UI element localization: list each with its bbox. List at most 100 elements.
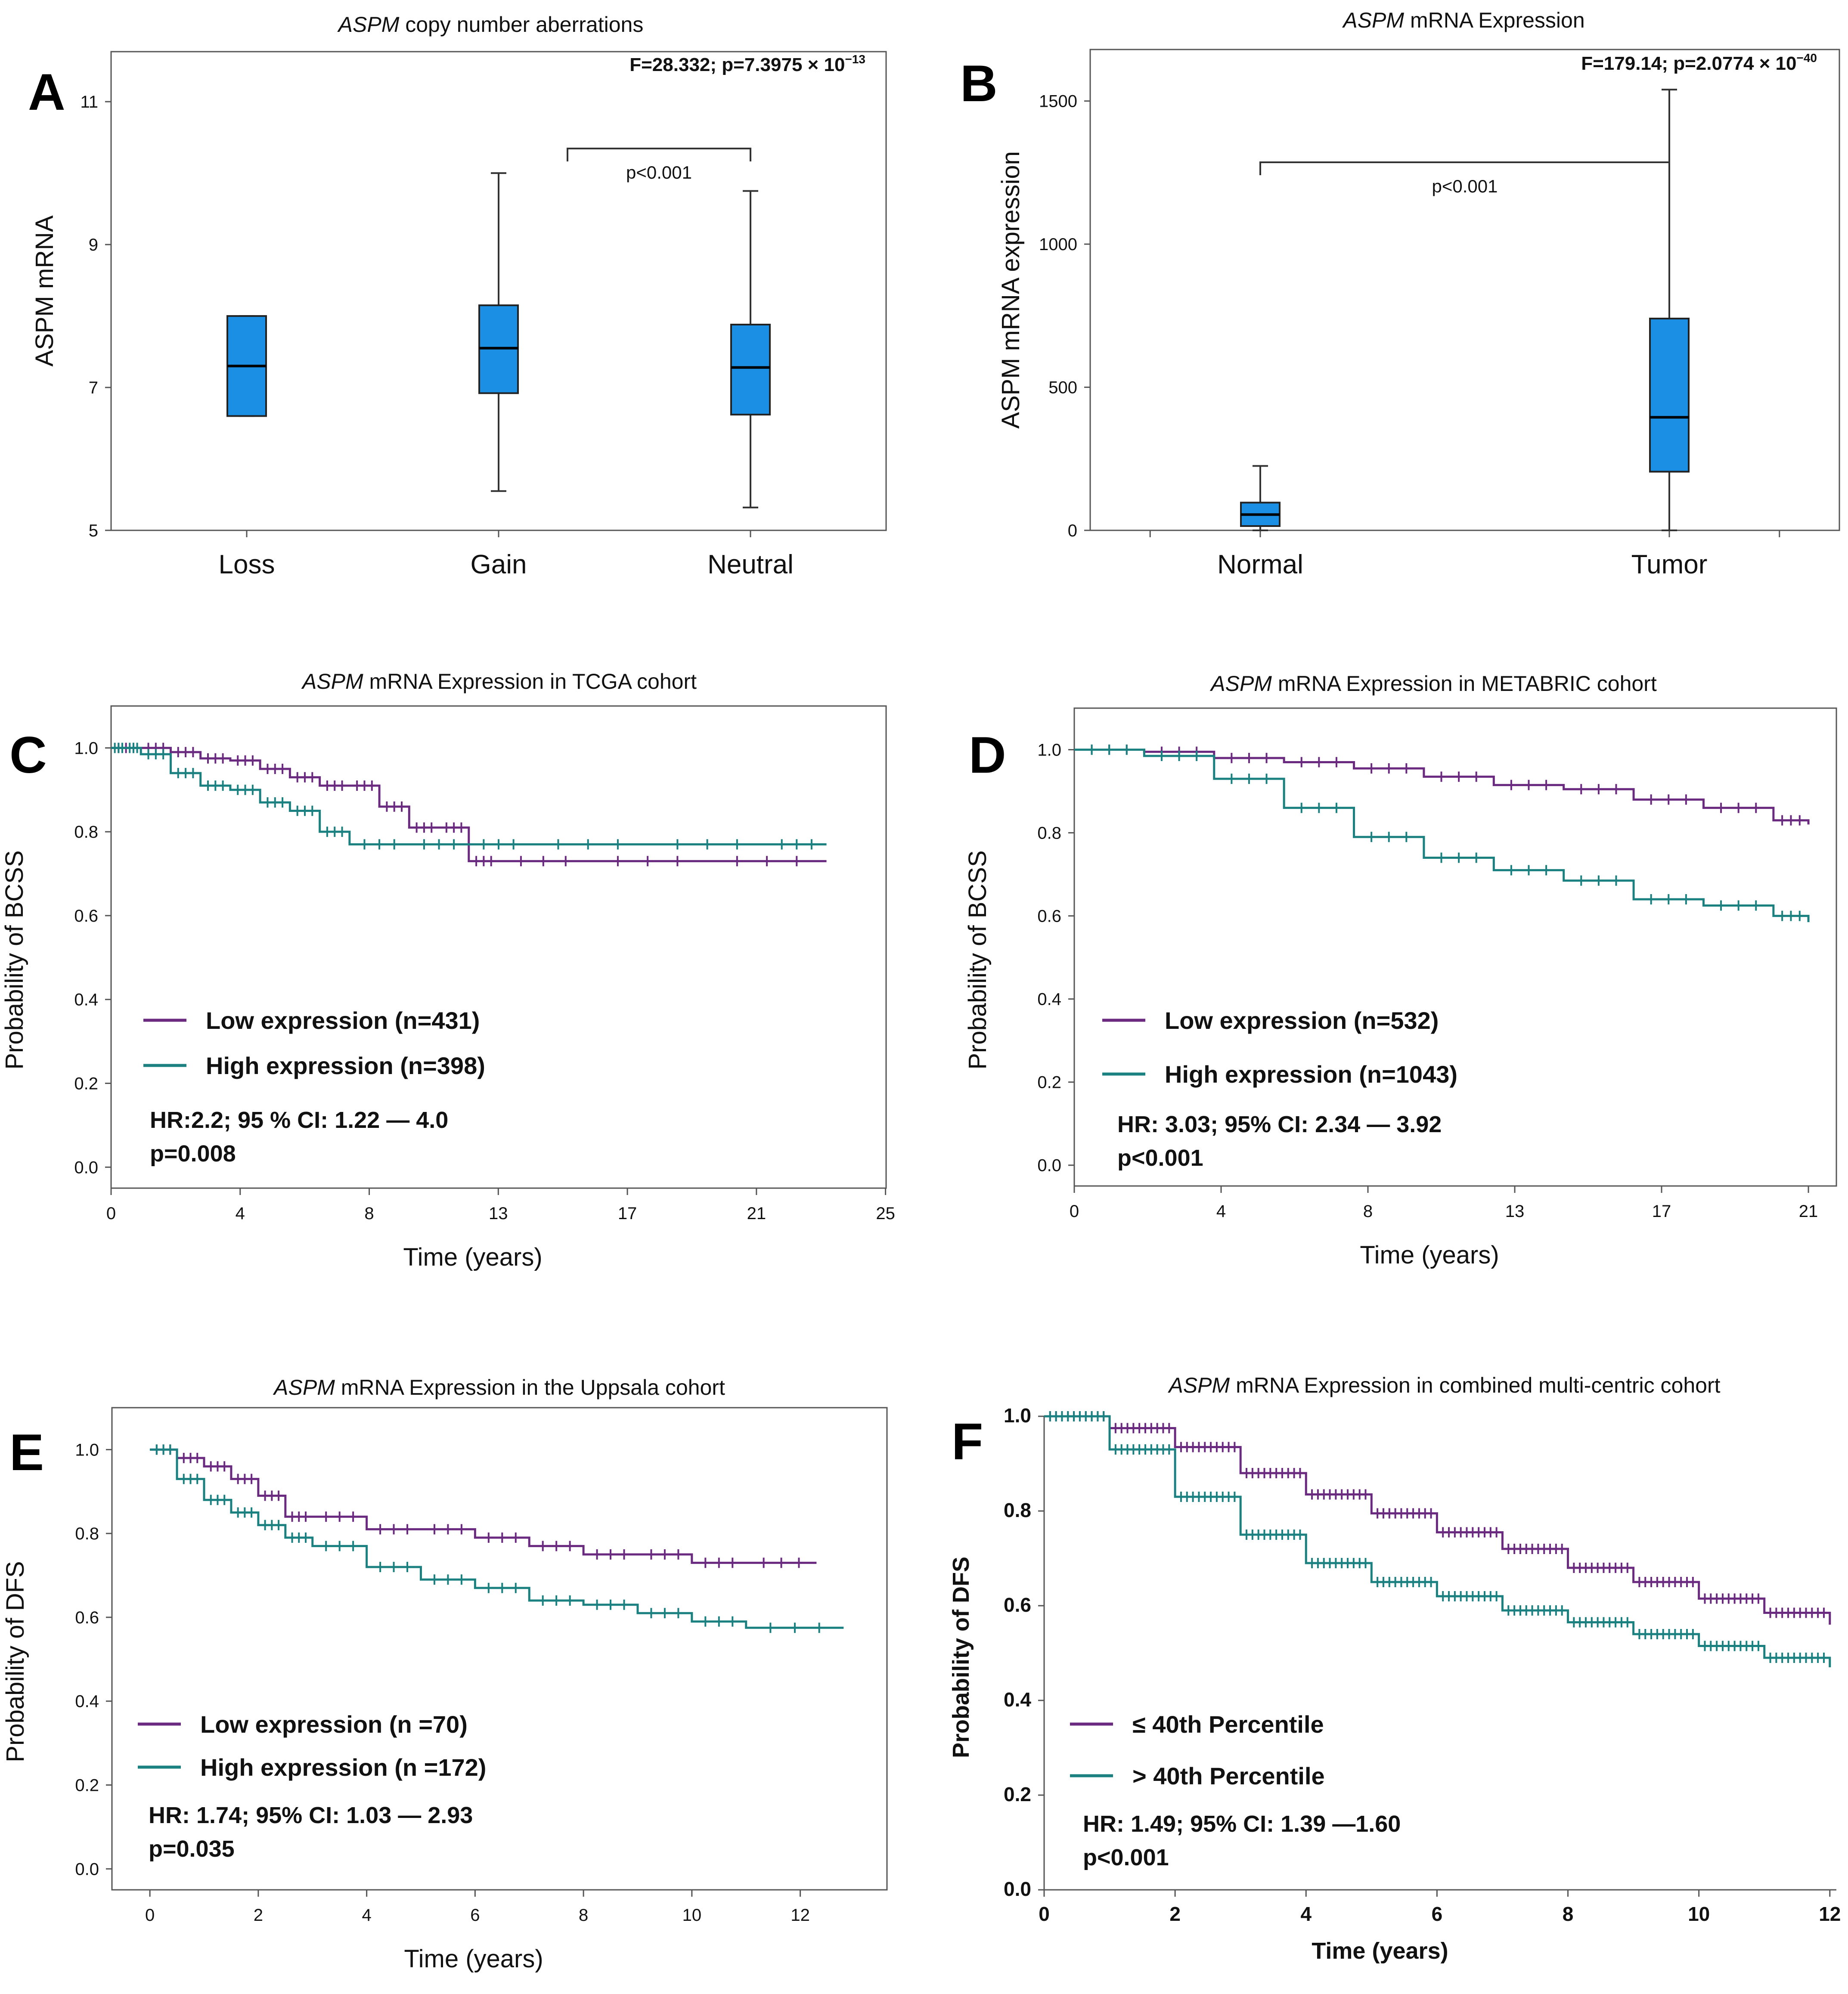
plot-frame [1073, 707, 1837, 1187]
y-tick-label: 0.6 [74, 907, 98, 926]
chart-title: ASPM mRNA Expression in METABRIC cohort [1209, 672, 1657, 696]
km-curve-low [1074, 749, 1810, 825]
y-tick-label: 0 [1068, 521, 1077, 540]
x-tick-label: 8 [1563, 1903, 1574, 1925]
x-category-label: Neutral [707, 550, 794, 579]
panel-b: B ASPM mRNA Expression F=179.14; p=2.0774 … [960, 8, 1840, 579]
km-curve-low [1044, 1415, 1831, 1625]
p-value: p=0.008 [150, 1141, 236, 1167]
x-category-label: Normal [1217, 550, 1303, 579]
y-tick-label: 0.8 [1004, 1499, 1031, 1521]
panel-letter: D [969, 726, 1006, 784]
box-iqr [730, 324, 771, 416]
title-gene: ASPM [1342, 8, 1404, 32]
box-neutral [730, 190, 771, 508]
x-tick-label: 21 [1799, 1202, 1818, 1221]
hazard-ratio: HR:2.2; 95 % CI: 1.22 — 4.0 [150, 1107, 448, 1133]
km-series-high [1044, 1411, 1831, 1667]
title-rest: copy number aberrations [399, 12, 643, 37]
panel-letter: A [28, 63, 65, 121]
x-axis-label: Time (years) [404, 1945, 543, 1973]
panel-c: C ASPM mRNA Expression in TCGA cohort 0.0 0… [0, 669, 895, 1271]
km-curve-low [150, 1448, 817, 1564]
x-tick-label: 0 [145, 1906, 155, 1925]
x-tick-label: 21 [747, 1204, 766, 1223]
anova-stats-exp: −13 [845, 53, 866, 66]
box-iqr [1649, 317, 1690, 473]
panel-letter: B [960, 55, 998, 112]
x-tick-label: 0 [1039, 1903, 1050, 1925]
x-tick-label: 6 [1432, 1903, 1443, 1925]
y-tick-label: 0.2 [75, 1776, 99, 1795]
y-axis-label: ASPM mRNA expression [997, 151, 1025, 429]
p-value: p=0.035 [149, 1836, 235, 1862]
x-tick-label: 10 [682, 1906, 702, 1925]
y-tick-label: 0.0 [75, 1860, 99, 1879]
title-rest: mRNA Expression in the Uppsala cohort [335, 1375, 725, 1400]
y-tick-label: 0.2 [1004, 1783, 1031, 1805]
x-tick-label: 2 [254, 1906, 263, 1925]
title-gene: ASPM [273, 1375, 335, 1400]
x-tick-label: 8 [1363, 1202, 1373, 1221]
y-tick-label: 1500 [1039, 92, 1077, 111]
chart-title: ASPM mRNA Expression in TCGA cohort [301, 669, 697, 694]
y-tick-label: 0.8 [74, 823, 98, 842]
x-tick-label: 0 [106, 1204, 116, 1223]
chart-title: ASPM mRNA Expression in the Uppsala coho… [273, 1375, 725, 1400]
y-tick-label: 5 [89, 521, 98, 540]
x-tick-label: 17 [618, 1204, 637, 1223]
legend-label-low: Low expression (n =70) [200, 1711, 468, 1738]
y-tick-label: 9 [89, 235, 98, 254]
anova-stats-main: F=179.14; p=2.0774 × 10 [1581, 53, 1796, 74]
y-tick-label: 1.0 [75, 1440, 99, 1459]
plot-frame [1089, 49, 1840, 531]
km-curve-high [1074, 749, 1810, 923]
significance-bracket [1259, 161, 1670, 175]
legend-label-low: Low expression (n=431) [206, 1007, 480, 1034]
y-axis-label: ASPM mRNA [31, 215, 59, 367]
panel-letter: E [9, 1424, 44, 1481]
box-loss [226, 315, 267, 417]
x-tick-label: 6 [470, 1906, 480, 1925]
y-tick-label: 11 [80, 93, 98, 111]
hazard-ratio: HR: 1.74; 95% CI: 1.03 — 2.93 [149, 1802, 473, 1828]
anova-stats-main: F=28.332; p=7.3975 × 10 [629, 54, 845, 75]
significance-bracket [567, 148, 751, 161]
km-series-high [150, 1444, 844, 1633]
y-tick-label: 0.0 [1004, 1878, 1031, 1900]
legend-label-high: High expression (n =172) [200, 1754, 486, 1781]
anova-stats-exp: −40 [1797, 51, 1817, 65]
y-tick-label: 1.0 [1037, 741, 1061, 760]
x-category-label: Tumor [1631, 550, 1708, 579]
title-rest: mRNA Expression [1404, 8, 1585, 32]
km-series-high [1074, 744, 1810, 923]
x-axis-label: Time (years) [1312, 1938, 1448, 1964]
title-rest: mRNA Expression in METABRIC cohort [1272, 672, 1657, 696]
x-tick-label: 12 [1819, 1903, 1841, 1925]
panel-letter: F [952, 1413, 983, 1471]
y-tick-label: 1.0 [1004, 1404, 1031, 1427]
x-tick-label: 4 [1216, 1202, 1226, 1221]
panel-a: A ASPM copy number aberrations F=28.332; p… [28, 12, 887, 579]
title-rest: mRNA Expression in combined multi-centri… [1230, 1373, 1720, 1397]
y-tick-label: 7 [89, 378, 98, 397]
hazard-ratio: HR: 1.49; 95% CI: 1.39 —1.60 [1083, 1811, 1401, 1837]
x-tick-label: 13 [1505, 1202, 1525, 1221]
y-axis-label: Probability of DFS [948, 1557, 974, 1758]
x-tick-label: 0 [1070, 1202, 1079, 1221]
x-tick-label: 8 [579, 1906, 588, 1925]
title-rest: mRNA Expression in TCGA cohort [363, 669, 697, 694]
y-axis-label: Probability of BCSS [964, 850, 992, 1069]
y-tick-label: 0.8 [1037, 824, 1061, 843]
y-tick-label: 0.0 [1037, 1156, 1061, 1175]
y-tick-label: 500 [1048, 378, 1077, 397]
km-series-low [111, 743, 827, 867]
legend-label-high: High expression (n=1043) [1165, 1061, 1457, 1088]
y-tick-label: 0.4 [74, 991, 98, 1009]
km-curve-low [111, 746, 827, 862]
y-tick-label: 0.4 [1037, 990, 1061, 1009]
y-axis-label: Probability of BCSS [0, 850, 28, 1069]
x-tick-label: 8 [364, 1204, 374, 1223]
legend-label-low: ≤ 40th Percentile [1132, 1711, 1324, 1738]
